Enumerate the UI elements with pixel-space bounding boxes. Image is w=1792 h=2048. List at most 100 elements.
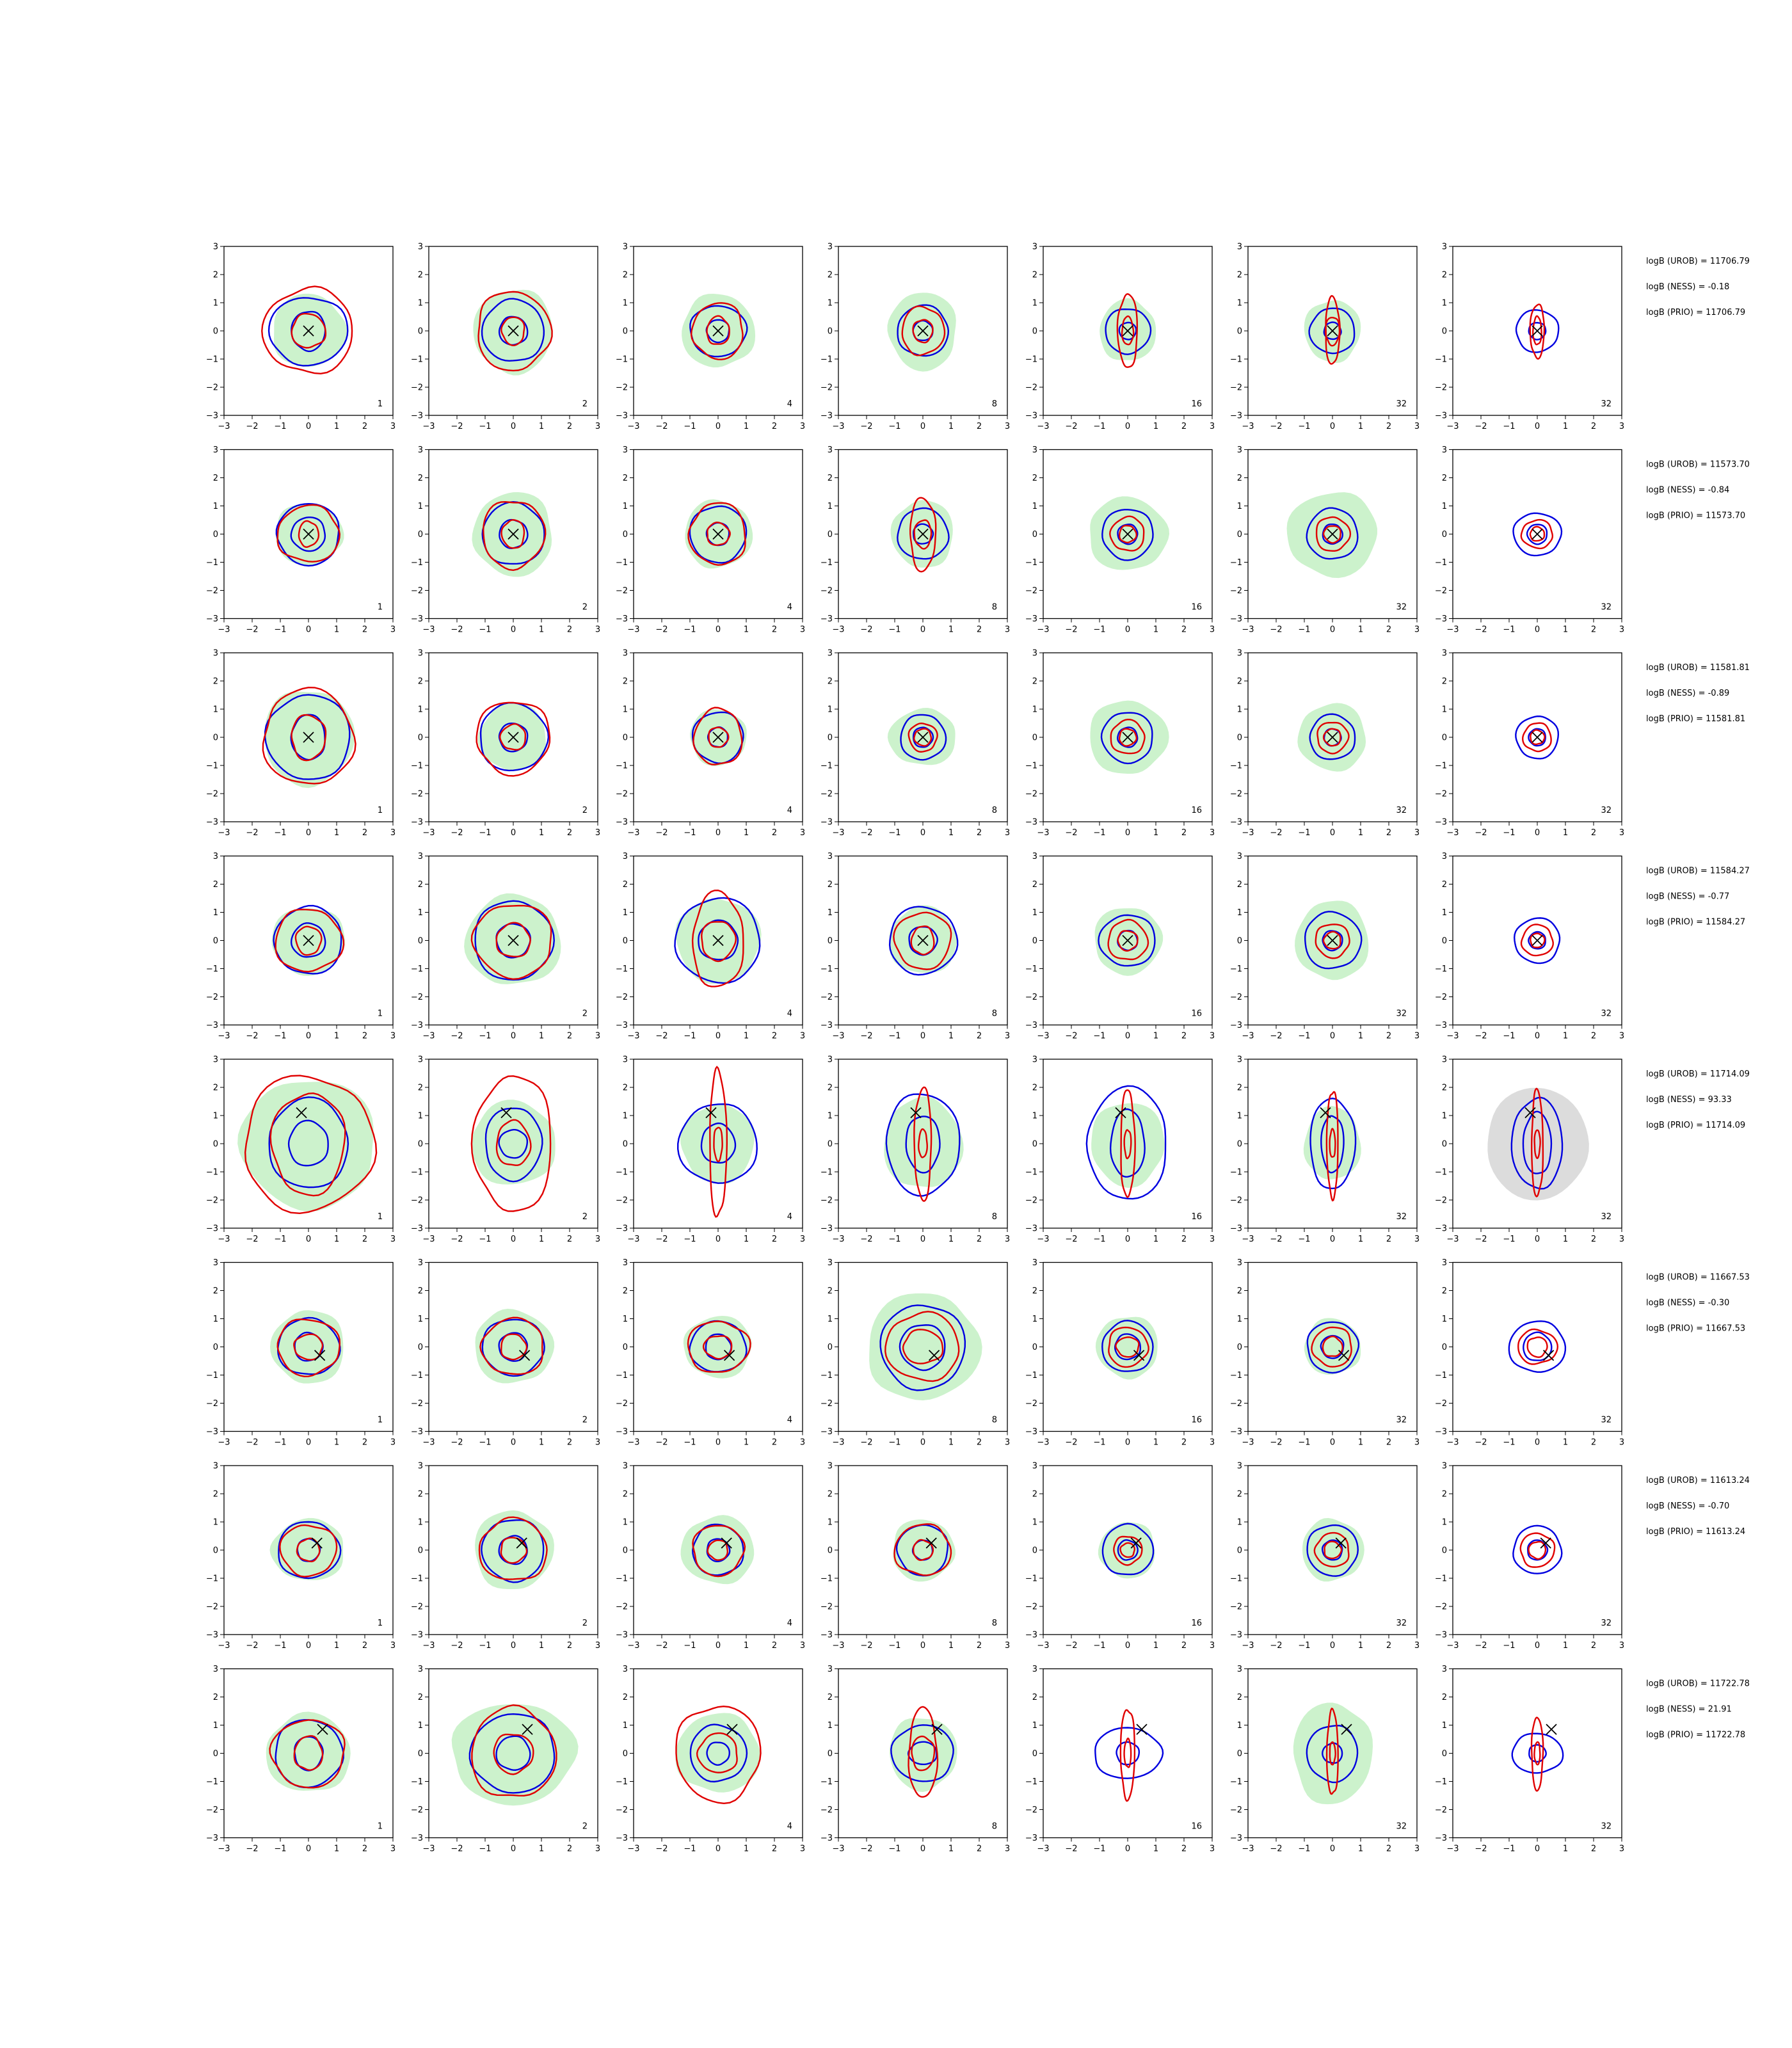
blue-contour-2 xyxy=(290,516,326,552)
red-contour-1 xyxy=(1107,918,1149,961)
y-tick-label: −1 xyxy=(1435,762,1447,771)
y-tick-label: 1 xyxy=(1032,705,1037,715)
y-tick-label: −1 xyxy=(206,558,218,568)
blue-contour-1 xyxy=(481,298,545,362)
x-tick-label: −3 xyxy=(627,1032,639,1041)
y-tick-label: 1 xyxy=(418,1721,423,1731)
y-tick-label: 1 xyxy=(828,1518,833,1528)
x-tick-label: 3 xyxy=(800,422,805,431)
x-tick-label: 0 xyxy=(716,1641,721,1651)
plot-area xyxy=(1511,1716,1564,1792)
y-tick-label: 3 xyxy=(623,1462,628,1471)
y-tick-label: 0 xyxy=(1442,733,1447,743)
x-tick-label: −2 xyxy=(860,422,872,431)
x-tick-label: −2 xyxy=(655,422,668,431)
red-contour-2 xyxy=(1118,525,1137,543)
y-tick-label: 1 xyxy=(1442,299,1447,308)
y-tick-label: −2 xyxy=(1230,1603,1242,1612)
y-tick-label: 1 xyxy=(623,502,628,511)
true-value-marker xyxy=(1130,1537,1142,1549)
x-tick-label: −3 xyxy=(422,625,435,635)
red-contour-2 xyxy=(495,922,531,957)
y-tick-label: 1 xyxy=(1442,908,1447,918)
blue-contour-2 xyxy=(498,1128,529,1159)
x-tick-label: 1 xyxy=(1153,1032,1158,1041)
panel-count-label: 2 xyxy=(582,1212,588,1222)
x-tick-label: 1 xyxy=(744,828,749,838)
y-tick-label: −3 xyxy=(1025,1224,1037,1234)
x-tick-label: 2 xyxy=(772,422,777,431)
x-tick-label: −2 xyxy=(1270,422,1282,431)
y-tick-label: −3 xyxy=(1230,614,1242,624)
y-tick-label: 1 xyxy=(623,1721,628,1731)
y-tick-label: 0 xyxy=(623,1546,628,1556)
y-tick-label: 0 xyxy=(1442,1546,1447,1556)
y-tick-label: −2 xyxy=(616,1399,628,1409)
y-tick-label: −2 xyxy=(1025,790,1037,799)
x-tick-label: 0 xyxy=(1330,1844,1335,1854)
y-tick-label: −2 xyxy=(206,586,218,596)
y-tick-label: −1 xyxy=(1435,558,1447,568)
y-tick-label: 0 xyxy=(1237,530,1242,540)
panel-count-label: 4 xyxy=(787,399,792,409)
red-contour-2 xyxy=(1529,525,1546,542)
blue-contour-1 xyxy=(888,906,959,976)
y-tick-label: 1 xyxy=(623,1112,628,1121)
x-tick-label: −3 xyxy=(422,828,435,838)
x-tick-label: −3 xyxy=(627,1844,639,1854)
y-tick-label: 0 xyxy=(1032,530,1037,540)
y-tick-label: −3 xyxy=(411,818,423,828)
y-tick-label: 3 xyxy=(213,445,218,455)
x-tick-label: 0 xyxy=(511,422,516,431)
y-tick-label: −1 xyxy=(1025,1777,1037,1787)
x-tick-label: −1 xyxy=(1093,1235,1105,1244)
y-tick-label: −2 xyxy=(1435,586,1447,596)
true-value-marker xyxy=(1540,1537,1551,1549)
true-value-marker xyxy=(303,934,314,947)
red-contour-1 xyxy=(269,1719,346,1789)
y-tick-label: −3 xyxy=(206,412,218,421)
x-tick-label: −1 xyxy=(684,422,696,431)
y-tick-label: −3 xyxy=(206,614,218,624)
y-tick-label: −2 xyxy=(411,1805,423,1815)
x-tick-label: 0 xyxy=(511,1844,516,1854)
x-tick-label: −1 xyxy=(1093,422,1105,431)
true-value-marker xyxy=(1532,934,1543,947)
x-tick-label: 2 xyxy=(567,1641,572,1651)
x-tick-label: 0 xyxy=(1535,1844,1540,1854)
red-contour-2 xyxy=(1119,1542,1136,1558)
y-tick-label: −1 xyxy=(820,355,833,365)
y-tick-label: 2 xyxy=(828,880,833,890)
plot-area xyxy=(683,1316,752,1379)
y-tick-label: 3 xyxy=(1032,1055,1037,1065)
y-tick-label: 1 xyxy=(1442,1112,1447,1121)
panel-r2-c1: −3 −2 −1 0 1 2 3 3 2 1 0 −1 −2 −3 1 xyxy=(206,445,396,635)
x-tick-label: −2 xyxy=(1475,1641,1487,1651)
y-tick-label: 2 xyxy=(1237,677,1242,687)
x-tick-label: −2 xyxy=(1475,1438,1487,1448)
green-density-region xyxy=(893,1519,956,1582)
y-tick-label: −1 xyxy=(616,1574,628,1584)
logb-annotation: logB (UROB) = 11581.81 xyxy=(1646,663,1750,673)
y-tick-label: −3 xyxy=(616,1631,628,1640)
x-tick-label: −3 xyxy=(218,1032,230,1041)
red-contour-2 xyxy=(1329,1741,1336,1766)
y-tick-label: −2 xyxy=(1230,586,1242,596)
red-contour-2 xyxy=(1322,525,1341,544)
x-tick-label: 3 xyxy=(1005,1438,1010,1448)
y-tick-label: 2 xyxy=(623,271,628,280)
y-tick-label: 0 xyxy=(213,733,218,743)
blue-contour-1 xyxy=(1308,307,1356,355)
x-tick-label: 1 xyxy=(1563,828,1568,838)
panel-r6-c2: −3 −2 −1 0 1 2 3 3 2 1 0 −1 −2 −3 2 xyxy=(411,1258,600,1448)
red-contour-1 xyxy=(244,1075,378,1214)
row-5-annotations: logB (UROB) = 11714.09 logB (NESS) = 93.3… xyxy=(1646,1069,1750,1130)
true-value-marker xyxy=(726,1724,738,1735)
y-tick-label: −3 xyxy=(206,1224,218,1234)
x-tick-label: −1 xyxy=(274,828,286,838)
blue-contour-1 xyxy=(1510,1096,1564,1190)
plot-area xyxy=(1098,1522,1155,1579)
true-value-marker xyxy=(1122,325,1133,337)
x-tick-label: −1 xyxy=(888,828,900,838)
